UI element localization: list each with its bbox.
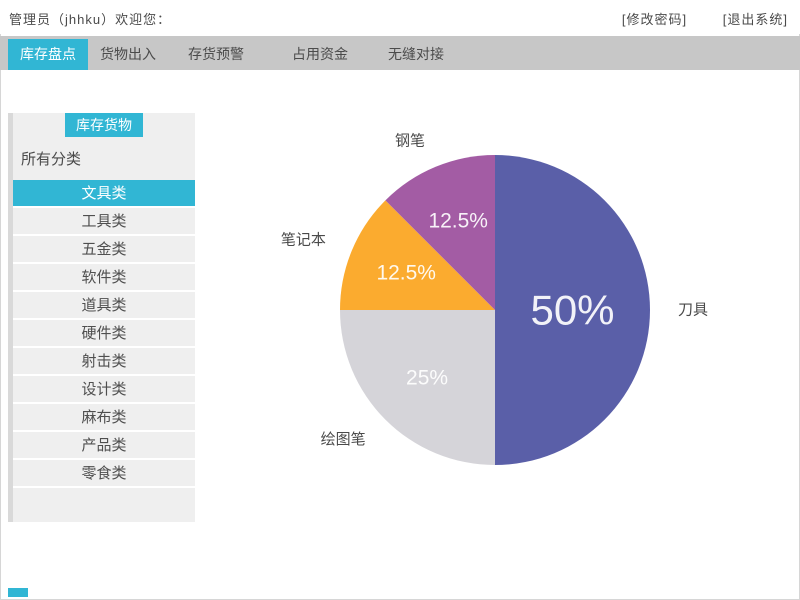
category-item[interactable]: 五金类 xyxy=(13,236,195,264)
pie-category-label: 笔记本 xyxy=(281,231,326,248)
chart-area: 50% 刀具 25% 绘图笔 12.5% 笔记本 12.5% 钢笔 xyxy=(240,90,785,530)
pie-slice-刀具[interactable] xyxy=(495,155,650,465)
category-item[interactable]: 设计类 xyxy=(13,376,195,404)
sidebar-title: 库存货物 xyxy=(65,113,143,137)
nav-tab-1[interactable]: 库存盘点 xyxy=(8,39,88,70)
nav-tab-5[interactable]: 无缝对接 xyxy=(388,46,444,62)
nav-tab-4[interactable]: 占用资金 xyxy=(292,46,348,62)
logout-link[interactable]: [退出系统] xyxy=(722,12,788,27)
pie-category-label: 刀具 xyxy=(678,302,708,319)
pie-value-label: 12.5% xyxy=(376,262,436,285)
pie-slice-绘图笔[interactable] xyxy=(340,310,495,465)
pie-category-label: 绘图笔 xyxy=(321,431,366,448)
category-item[interactable]: 麻布类 xyxy=(13,404,195,432)
category-item[interactable]: 零食类 xyxy=(13,460,195,488)
category-item[interactable]: 软件类 xyxy=(13,264,195,292)
category-item[interactable]: 道具类 xyxy=(13,292,195,320)
pie-slice-笔记本[interactable] xyxy=(340,200,495,310)
nav-tab-3[interactable]: 存货预警 xyxy=(188,46,244,62)
pie-value-label: 50% xyxy=(530,287,614,334)
pie-slice-钢笔[interactable] xyxy=(385,155,495,310)
sidebar: 库存货物 所有分类 文具类 工具类 五金类 软件类 道具类 硬件类 射击类 设计类 麻布类 产品类… xyxy=(8,113,195,522)
pie-value-label: 25% xyxy=(406,366,448,389)
all-categories-label: 所有分类 xyxy=(21,151,82,168)
top-bar: 管理员（jhhku）欢迎您： [修改密码] [退出系统] xyxy=(0,0,800,34)
change-password-link[interactable]: [修改密码] xyxy=(621,12,688,27)
category-item[interactable]: 产品类 xyxy=(13,432,195,460)
welcome-text: 管理员（jhhku）欢迎您： xyxy=(9,12,172,27)
pie-value-label: 12.5% xyxy=(428,210,488,233)
nav-tab-2[interactable]: 货物出入 xyxy=(100,46,156,62)
category-item[interactable]: 硬件类 xyxy=(13,320,195,348)
footer-accent-bar xyxy=(8,588,28,597)
category-item[interactable]: 工具类 xyxy=(13,208,195,236)
category-list: 文具类 工具类 五金类 软件类 道具类 硬件类 射击类 设计类 麻布类 产品类 零食类 xyxy=(13,180,195,488)
pie-chart: 50% 刀具 25% 绘图笔 12.5% 笔记本 12.5% 钢笔 xyxy=(281,132,708,465)
pie-category-label: 钢笔 xyxy=(395,132,425,149)
category-item[interactable]: 文具类 xyxy=(13,180,195,208)
top-links: [修改密码] [退出系统] xyxy=(622,9,788,28)
category-item[interactable]: 射击类 xyxy=(13,348,195,376)
nav-tab-bar: 库存盘点 货物出入 存货预警 占用资金 无缝对接 xyxy=(0,36,800,70)
